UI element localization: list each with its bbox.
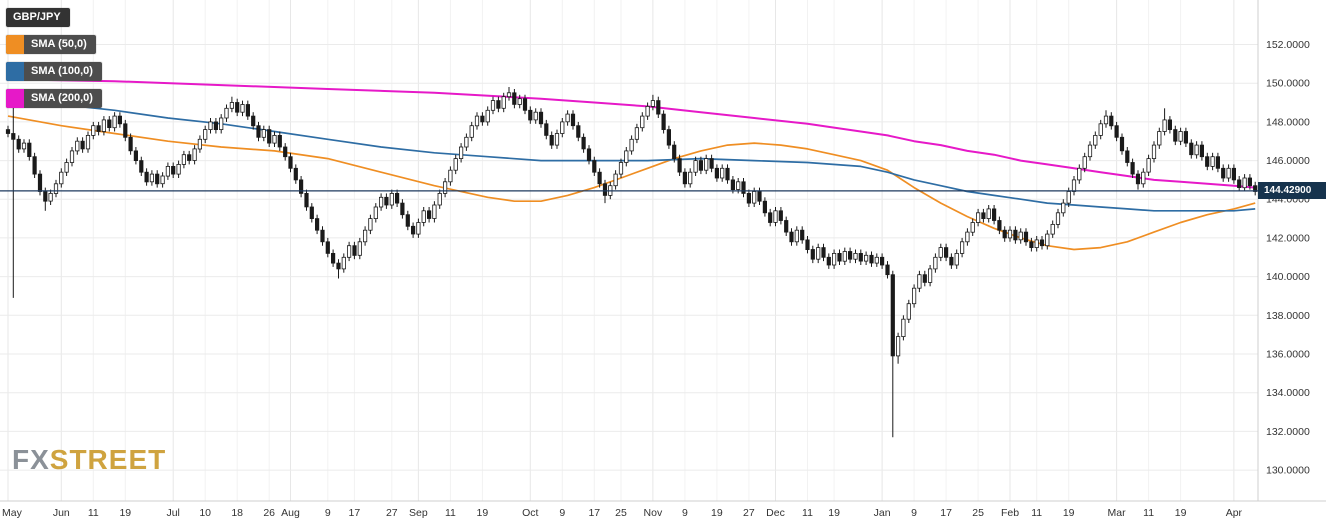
axis-borders xyxy=(0,0,1326,502)
svg-text:Mar: Mar xyxy=(1108,507,1127,519)
legend-badge-label: SMA (50,0) xyxy=(31,38,87,50)
svg-text:19: 19 xyxy=(477,507,489,519)
svg-text:19: 19 xyxy=(711,507,723,519)
svg-text:Oct: Oct xyxy=(522,507,538,519)
series-color-chip xyxy=(6,62,24,81)
svg-text:11: 11 xyxy=(1143,507,1154,519)
svg-text:9: 9 xyxy=(911,507,917,519)
svg-text:Aug: Aug xyxy=(281,507,300,519)
svg-text:Nov: Nov xyxy=(644,507,663,519)
x-axis-labels[interactable]: May Jun 11 19 Jul 10 18 26 Aug 9 17 27 Sep 11 19 Oct 9 17… xyxy=(2,507,1243,519)
series-color-chip xyxy=(6,89,24,108)
svg-text:Jan: Jan xyxy=(874,507,891,519)
svg-text:138.0000: 138.0000 xyxy=(1266,310,1310,322)
svg-text:19: 19 xyxy=(828,507,840,519)
candlestick-series xyxy=(5,87,1258,438)
svg-text:146.0000: 146.0000 xyxy=(1266,155,1310,167)
svg-text:Jul: Jul xyxy=(166,507,179,519)
y-axis-labels[interactable]: 152.0000150.0000148.0000146.0000144.0000… xyxy=(1266,39,1310,477)
svg-text:11: 11 xyxy=(445,507,456,519)
svg-text:9: 9 xyxy=(559,507,565,519)
svg-text:Dec: Dec xyxy=(766,507,785,519)
svg-text:Jun: Jun xyxy=(53,507,70,519)
svg-text:19: 19 xyxy=(1175,507,1187,519)
svg-text:19: 19 xyxy=(119,507,131,519)
svg-text:9: 9 xyxy=(682,507,688,519)
legend-badge-label: SMA (200,0) xyxy=(31,92,93,104)
svg-text:130.0000: 130.0000 xyxy=(1266,465,1310,477)
legend-badge[interactable]: SMA (50,0) xyxy=(6,35,96,54)
svg-text:17: 17 xyxy=(588,507,600,519)
svg-text:19: 19 xyxy=(1063,507,1075,519)
svg-text:11: 11 xyxy=(1031,507,1042,519)
svg-text:25: 25 xyxy=(615,507,627,519)
svg-text:18: 18 xyxy=(231,507,243,519)
current-price-tag: 144.42900 xyxy=(1258,182,1326,200)
fxstreet-logo: FXSTREET xyxy=(12,444,166,476)
svg-text:152.0000: 152.0000 xyxy=(1266,39,1310,51)
svg-text:136.0000: 136.0000 xyxy=(1266,349,1310,361)
svg-text:27: 27 xyxy=(743,507,755,519)
svg-text:11: 11 xyxy=(88,507,99,519)
svg-text:Sep: Sep xyxy=(409,507,428,519)
svg-text:26: 26 xyxy=(263,507,275,519)
svg-text:140.0000: 140.0000 xyxy=(1266,271,1310,283)
svg-text:132.0000: 132.0000 xyxy=(1266,426,1310,438)
svg-text:148.0000: 148.0000 xyxy=(1266,116,1310,128)
logo-text-street: STREET xyxy=(49,444,167,475)
grid-lines xyxy=(0,0,1258,501)
svg-text:May: May xyxy=(2,507,23,519)
svg-text:134.0000: 134.0000 xyxy=(1266,387,1310,399)
svg-text:27: 27 xyxy=(386,507,398,519)
svg-text:25: 25 xyxy=(972,507,984,519)
svg-text:11: 11 xyxy=(802,507,813,519)
svg-text:17: 17 xyxy=(940,507,952,519)
svg-text:142.0000: 142.0000 xyxy=(1266,232,1310,244)
legend-badge-label: GBP/JPY xyxy=(13,11,61,23)
svg-text:Feb: Feb xyxy=(1001,507,1019,519)
svg-text:9: 9 xyxy=(325,507,331,519)
series-color-chip xyxy=(6,35,24,54)
svg-text:Apr: Apr xyxy=(1226,507,1243,519)
legend-badge[interactable]: SMA (100,0) xyxy=(6,62,102,81)
legend-badge[interactable]: GBP/JPY xyxy=(6,8,70,27)
svg-text:17: 17 xyxy=(349,507,361,519)
legend-badge[interactable]: SMA (200,0) xyxy=(6,89,102,108)
legend-badge-label: SMA (100,0) xyxy=(31,65,93,77)
svg-text:150.0000: 150.0000 xyxy=(1266,78,1310,90)
logo-text-fx: FX xyxy=(12,444,50,475)
chart-legend: GBP/JPY SMA (50,0) SMA (100,0) SMA (200,… xyxy=(6,8,102,116)
svg-text:10: 10 xyxy=(199,507,211,519)
